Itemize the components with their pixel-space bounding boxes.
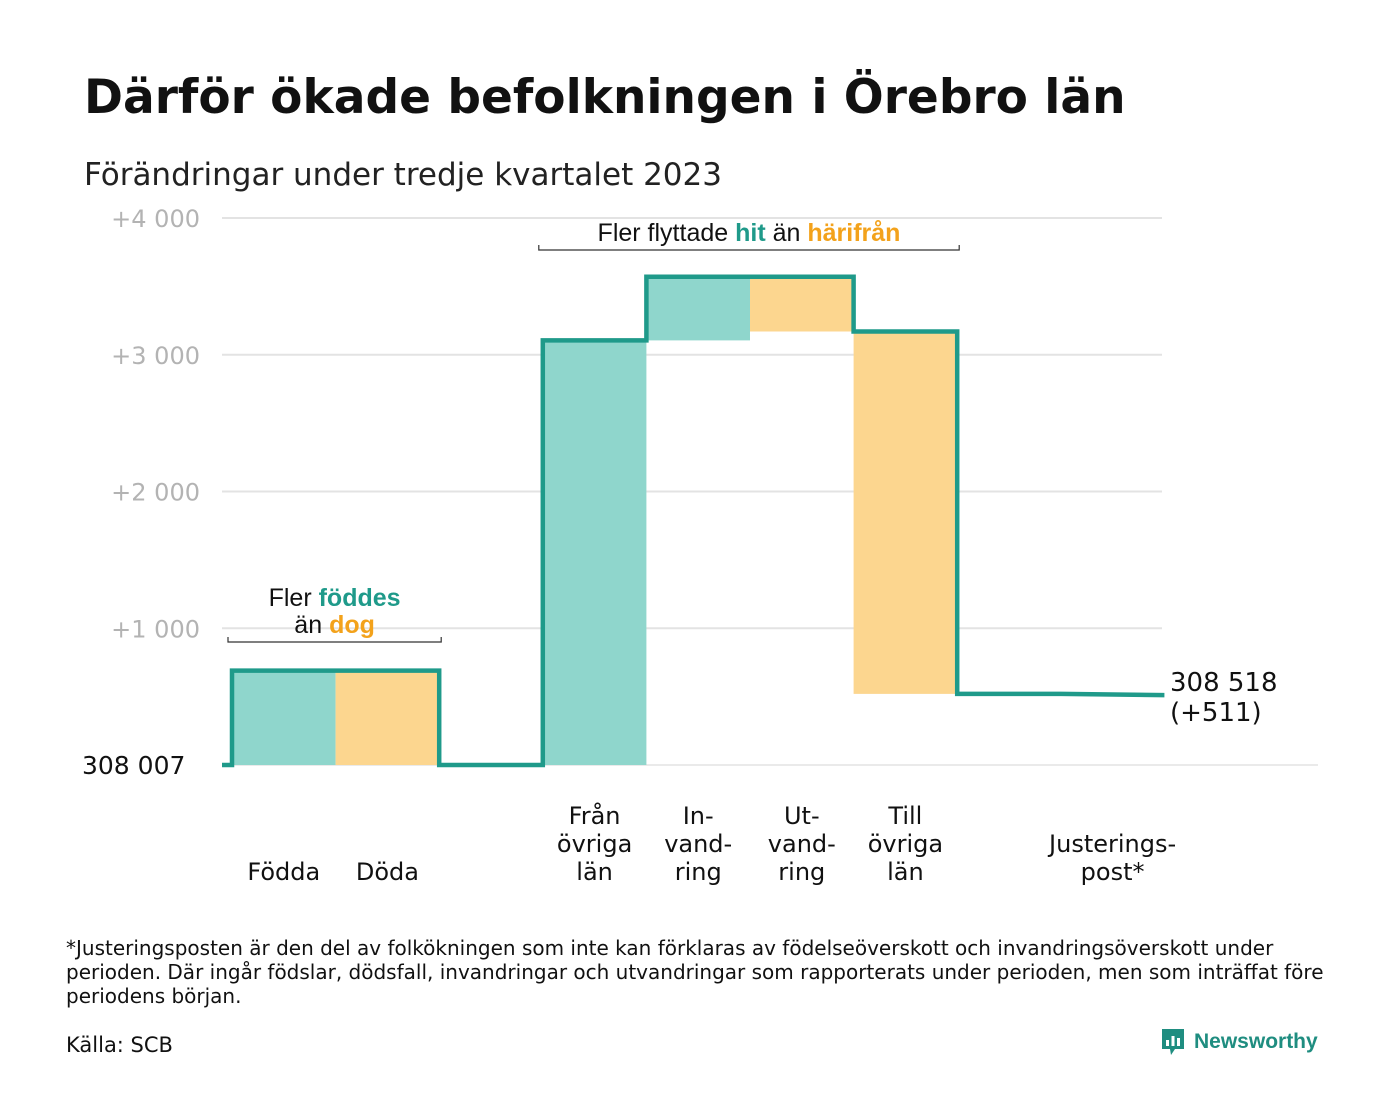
annotation-segment: än: [294, 611, 329, 639]
category-label: post*: [1081, 858, 1145, 886]
annotation-text: Fler flyttade hit än härifrån: [598, 219, 901, 247]
annotation-segment: än: [766, 219, 808, 247]
annotation-segment: dog: [329, 611, 375, 639]
annotation-segment: föddes: [319, 584, 401, 612]
category-label: vand-: [664, 830, 732, 858]
category-label: In-: [683, 802, 714, 830]
newsworthy-logo-icon: [1162, 1029, 1184, 1055]
category-label: Födda: [247, 858, 320, 886]
end-value-label: 308 518: [1170, 668, 1278, 698]
source-credit: Källa: SCB: [66, 1033, 173, 1057]
brand-logo: Newsworthy: [1160, 1027, 1318, 1057]
annotation-text: Fler föddes: [269, 584, 401, 612]
y-tick-label: +4 000: [111, 205, 200, 233]
waterfall-bar: [853, 331, 958, 694]
brand-name: Newsworthy: [1194, 1030, 1318, 1053]
category-label: Döda: [356, 858, 419, 886]
annotation-segment: hit: [735, 219, 766, 247]
annotation-segment: Fler: [269, 584, 319, 612]
annotation-bracket: [227, 637, 442, 643]
running-total-line: [222, 274, 1165, 768]
annotation-segment: härifrån: [807, 219, 900, 247]
category-label: ring: [778, 858, 825, 886]
waterfall-bar: [232, 670, 336, 765]
end-change-label: (+511): [1170, 698, 1262, 728]
category-label: Justerings-: [1047, 830, 1176, 858]
waterfall-chart: +1 000+2 000+3 000+4 000 Födda DödaFrånöv…: [82, 205, 1318, 886]
y-tick-label: +1 000: [111, 615, 200, 643]
category-label: län: [887, 858, 924, 886]
chart-title: Därför ökade befolkningen i Örebro län: [84, 70, 1126, 125]
annotation-segment: Fler flyttade: [598, 219, 736, 247]
category-label: Till: [887, 802, 922, 830]
category-label: övriga: [868, 830, 943, 858]
category-label: övriga: [557, 830, 632, 858]
bars: [232, 276, 958, 765]
category-label: Från: [569, 801, 621, 830]
category-label: ring: [675, 858, 722, 886]
category-label: Ut-: [784, 802, 820, 830]
waterfall-bar: [542, 340, 647, 765]
chart-subtitle: Förändringar under tredje kvartalet 2023: [84, 157, 722, 193]
waterfall-bar: [335, 670, 440, 765]
category-labels: Födda DödaFrånövrigalänIn-vand-ringUt-van…: [247, 801, 1176, 886]
footnote: *Justeringsposten är den del av folkökni…: [66, 936, 1324, 1008]
y-axis-ticks: +1 000 +2 000 +3 000 +4 000: [111, 205, 200, 643]
step-line: [222, 274, 1165, 768]
waterfall-bar: [646, 276, 750, 341]
y-tick-label: +3 000: [111, 342, 200, 370]
annotation-bracket: [538, 245, 960, 251]
waterfall-bar: [750, 276, 854, 332]
annotation-text: än dog: [294, 611, 375, 639]
y-tick-label: +2 000: [111, 479, 200, 507]
category-label: län: [576, 858, 613, 886]
category-label: vand-: [768, 830, 836, 858]
start-value-label: 308 007: [82, 751, 185, 780]
